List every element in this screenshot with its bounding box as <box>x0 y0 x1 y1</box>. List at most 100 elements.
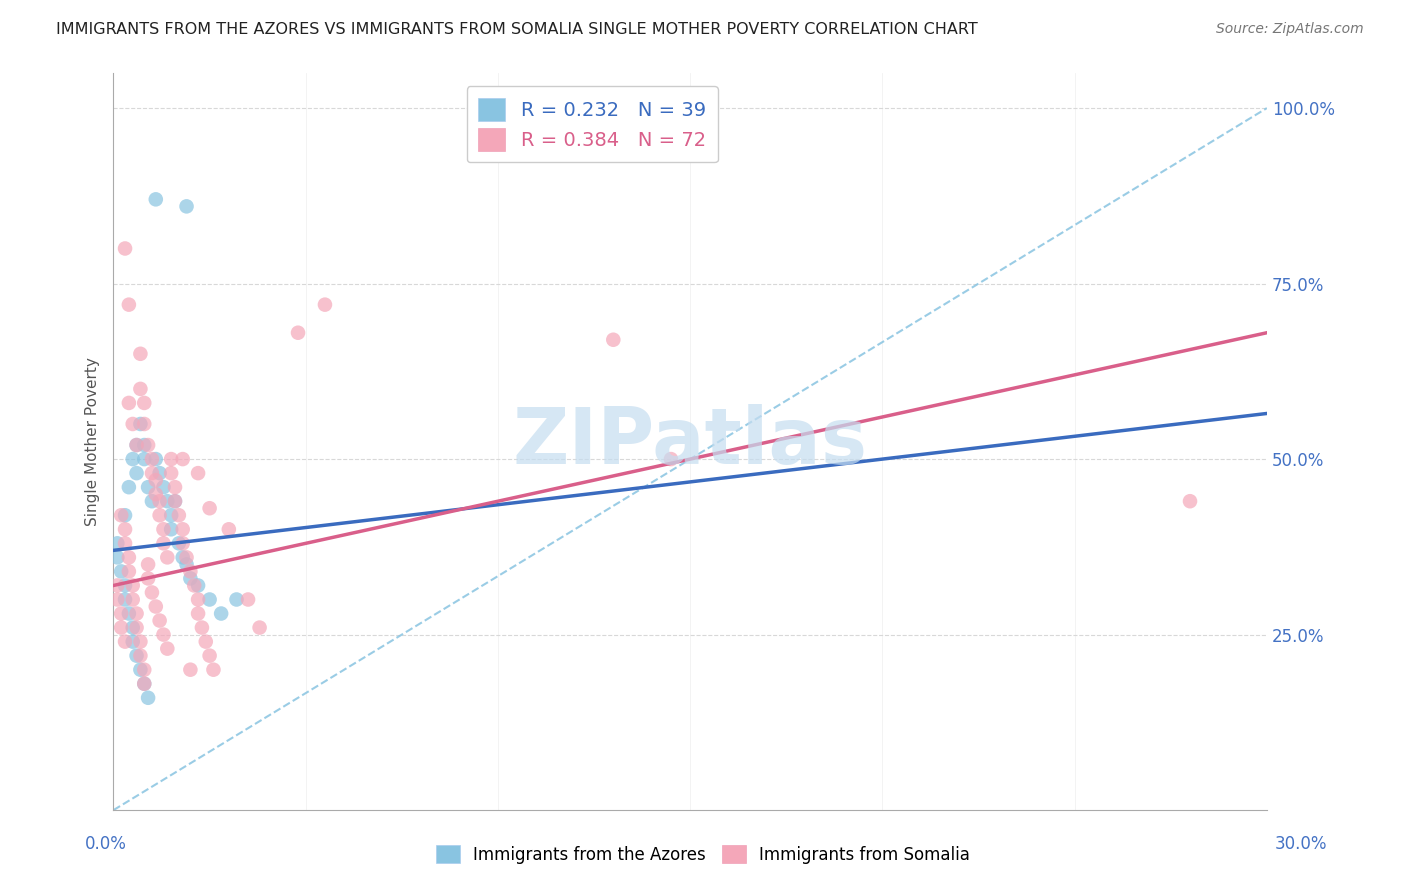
Point <box>172 550 194 565</box>
Point <box>160 452 183 467</box>
Point <box>172 452 194 467</box>
Text: Source: ZipAtlas.com: Source: ZipAtlas.com <box>1216 22 1364 37</box>
Point <box>172 536 194 550</box>
Point <box>105 536 128 550</box>
Point <box>134 677 156 691</box>
Point <box>121 592 143 607</box>
Point <box>187 607 209 621</box>
Point <box>287 326 309 340</box>
Point <box>141 452 163 467</box>
Point <box>209 607 232 621</box>
Point <box>129 663 152 677</box>
Point <box>179 663 201 677</box>
Point <box>114 242 136 256</box>
Point <box>136 480 159 494</box>
Point <box>129 648 152 663</box>
Point <box>134 396 156 410</box>
Point <box>659 452 682 467</box>
Point <box>191 621 214 635</box>
Point <box>602 333 624 347</box>
Point <box>145 599 167 614</box>
Point <box>136 690 159 705</box>
Point <box>145 452 167 467</box>
Point <box>118 607 141 621</box>
Point <box>218 522 240 536</box>
Point <box>105 578 128 592</box>
Point <box>236 592 259 607</box>
Point <box>114 578 136 592</box>
Point <box>134 438 156 452</box>
Point <box>176 550 198 565</box>
Point <box>187 578 209 592</box>
Point <box>121 417 143 431</box>
Point <box>176 199 198 213</box>
Point <box>194 634 217 648</box>
Point <box>152 480 174 494</box>
Text: ZIPatlas: ZIPatlas <box>513 403 868 480</box>
Point <box>129 417 152 431</box>
Point <box>134 452 156 467</box>
Text: IMMIGRANTS FROM THE AZORES VS IMMIGRANTS FROM SOMALIA SINGLE MOTHER POVERTY CORR: IMMIGRANTS FROM THE AZORES VS IMMIGRANTS… <box>56 22 979 37</box>
Point <box>314 298 336 312</box>
Point <box>163 480 186 494</box>
Point <box>187 466 209 480</box>
Point <box>198 592 221 607</box>
Point <box>225 592 247 607</box>
Point <box>160 522 183 536</box>
Point <box>176 558 198 572</box>
Point <box>156 494 179 508</box>
Point <box>136 438 159 452</box>
Point <box>145 487 167 501</box>
Point <box>183 578 205 592</box>
Point <box>118 550 141 565</box>
Point <box>179 571 201 585</box>
Point <box>136 571 159 585</box>
Point <box>198 648 221 663</box>
Point <box>145 192 167 206</box>
Point <box>125 438 148 452</box>
Point <box>125 466 148 480</box>
Point <box>134 663 156 677</box>
Point <box>129 634 152 648</box>
Point <box>125 621 148 635</box>
Point <box>249 621 271 635</box>
Point <box>167 508 190 523</box>
Point <box>202 663 225 677</box>
Point <box>145 473 167 487</box>
Point <box>141 585 163 599</box>
Point <box>141 466 163 480</box>
Point <box>110 565 132 579</box>
Point <box>156 550 179 565</box>
Point <box>121 578 143 592</box>
Point <box>172 522 194 536</box>
Point <box>134 417 156 431</box>
Point <box>114 536 136 550</box>
Point <box>125 607 148 621</box>
Point <box>118 298 141 312</box>
Point <box>152 522 174 536</box>
Point <box>179 565 201 579</box>
Point <box>110 508 132 523</box>
Point <box>118 480 141 494</box>
Point <box>163 494 186 508</box>
Y-axis label: Single Mother Poverty: Single Mother Poverty <box>86 357 100 526</box>
Point <box>136 558 159 572</box>
Point <box>114 508 136 523</box>
Point <box>163 494 186 508</box>
Point <box>118 396 141 410</box>
Point <box>110 607 132 621</box>
Point <box>149 494 172 508</box>
Point <box>129 382 152 396</box>
Point <box>121 634 143 648</box>
Point <box>198 501 221 516</box>
Text: 30.0%: 30.0% <box>1274 835 1327 853</box>
Point <box>105 550 128 565</box>
Point <box>121 452 143 467</box>
Point <box>149 614 172 628</box>
Point <box>118 565 141 579</box>
Point <box>134 677 156 691</box>
Point <box>1178 494 1201 508</box>
Point <box>149 466 172 480</box>
Point <box>129 347 152 361</box>
Point <box>187 592 209 607</box>
